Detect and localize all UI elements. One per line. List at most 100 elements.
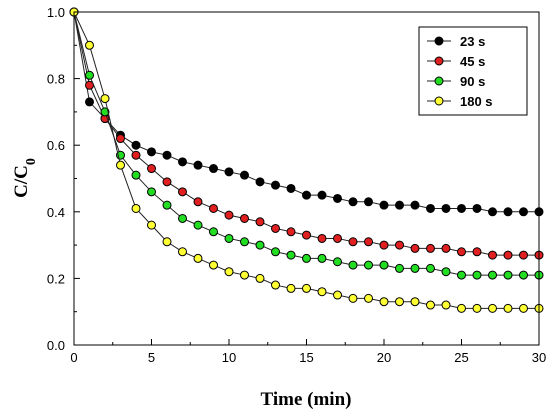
data-point: [317, 233, 327, 243]
data-point: [457, 270, 466, 280]
data-point: [379, 200, 389, 210]
data-point: [100, 94, 110, 104]
data-point: [255, 273, 265, 283]
data-point: [472, 203, 482, 213]
data-point: [503, 270, 513, 280]
data-point: [317, 253, 327, 263]
data-point: [379, 260, 389, 270]
y-axis-title: C/C0: [11, 158, 39, 198]
data-point: [224, 210, 234, 220]
data-point: [224, 267, 234, 277]
data-point: [364, 260, 373, 270]
data-point: [178, 213, 187, 223]
data-point: [457, 247, 466, 257]
data-point: [519, 303, 528, 313]
data-point: [457, 303, 466, 313]
y-tick-label: 0.6: [47, 138, 65, 153]
data-point: [209, 260, 218, 270]
data-point: [503, 303, 513, 313]
data-point: [472, 247, 482, 257]
data-point: [178, 247, 187, 257]
data-point: [271, 180, 280, 190]
data-point: [286, 183, 296, 193]
data-point: [488, 250, 497, 260]
x-tick-label: 0: [70, 350, 77, 365]
data-point: [224, 167, 234, 177]
data-point: [426, 243, 435, 253]
data-point: [162, 200, 172, 210]
legend: 23 s 45 s 90 s 180 s: [418, 26, 528, 116]
data-point: [348, 293, 358, 303]
data-point: [519, 270, 528, 280]
data-point: [410, 263, 420, 273]
data-point: [240, 237, 249, 247]
data-point: [410, 243, 420, 253]
data-point: [426, 203, 435, 213]
data-point: [271, 247, 280, 257]
data-point: [519, 250, 528, 260]
data-point: [348, 197, 358, 207]
data-point: [85, 70, 94, 80]
x-tick-label: 20: [377, 350, 391, 365]
data-point: [116, 160, 125, 170]
y-tick-label: 0.2: [47, 271, 65, 286]
data-point: [271, 223, 280, 233]
data-point: [162, 177, 172, 187]
axis-titles: Time (min) C/C0: [11, 158, 351, 410]
data-point: [147, 164, 156, 174]
data-point: [488, 207, 497, 217]
data-point: [379, 240, 389, 250]
series-layer: [69, 7, 544, 313]
data-point: [255, 217, 265, 227]
legend-items: 23 s 45 s 90 s 180 s: [427, 34, 493, 109]
data-point: [503, 207, 513, 217]
data-point: [395, 263, 404, 273]
data-point: [333, 233, 342, 243]
x-axis-title: Time (min): [261, 389, 352, 410]
data-point: [472, 270, 482, 280]
data-point: [441, 300, 451, 310]
data-point: [441, 203, 451, 213]
data-point: [193, 197, 203, 207]
legend-marker: [434, 76, 444, 86]
data-point: [333, 193, 342, 203]
y-tick-label: 0.4: [47, 205, 65, 220]
data-point: [302, 190, 311, 200]
data-point: [457, 203, 466, 213]
data-point: [85, 40, 94, 50]
data-point: [209, 227, 218, 237]
data-point: [224, 233, 234, 243]
data-point: [333, 257, 342, 267]
data-point: [410, 200, 420, 210]
data-point: [395, 200, 404, 210]
data-point: [162, 150, 172, 160]
svg-text:C/C0: C/C0: [11, 158, 39, 198]
data-point: [302, 253, 311, 263]
x-tick-label: 5: [148, 350, 155, 365]
data-point: [302, 230, 311, 240]
data-point: [100, 107, 110, 117]
data-point: [317, 287, 327, 297]
data-point: [193, 253, 203, 263]
y-tick-label: 0.8: [47, 72, 65, 87]
data-point: [162, 237, 172, 247]
data-point: [255, 240, 265, 250]
data-point: [193, 220, 203, 230]
data-point: [441, 243, 451, 253]
data-point: [131, 203, 141, 213]
plot-frame: [73, 11, 540, 346]
data-point: [131, 140, 141, 150]
data-point: [116, 134, 125, 144]
legend-label: 180 s: [460, 94, 493, 109]
legend-label: 45 s: [460, 54, 485, 69]
data-point: [488, 270, 497, 280]
legend-marker: [434, 56, 444, 66]
x-tick-label: 30: [532, 350, 546, 365]
data-point: [286, 283, 296, 293]
series-180-s: [69, 7, 544, 313]
data-point: [147, 220, 156, 230]
y-tick-label: 1.0: [47, 5, 65, 20]
data-point: [348, 237, 358, 247]
data-point: [286, 250, 296, 260]
